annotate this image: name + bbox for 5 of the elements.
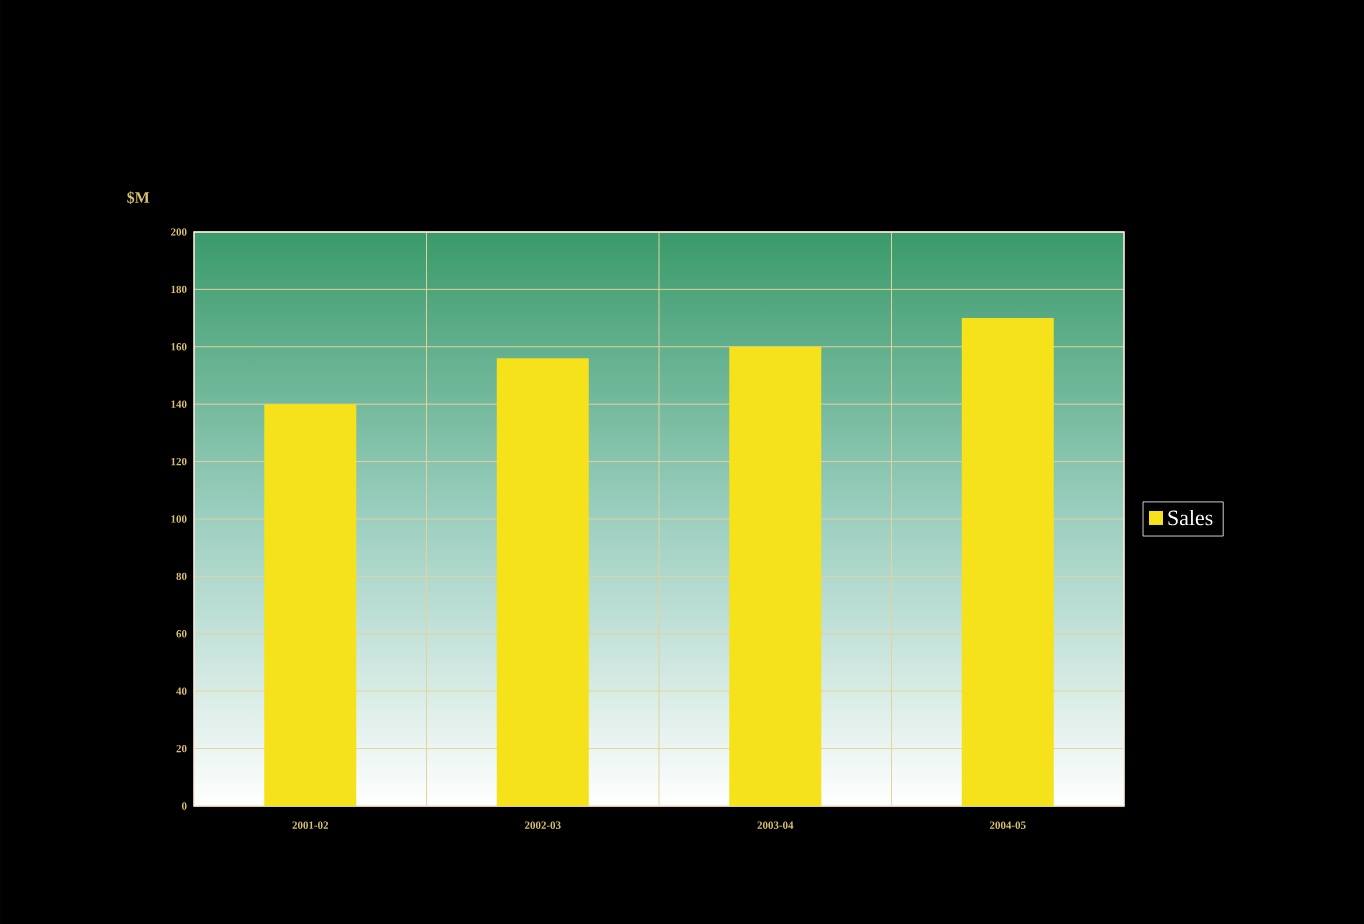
- bar: [264, 404, 357, 806]
- bar: [961, 318, 1054, 806]
- bar: [729, 346, 822, 806]
- bar: [496, 358, 589, 806]
- legend-label: Sales: [1168, 509, 1213, 526]
